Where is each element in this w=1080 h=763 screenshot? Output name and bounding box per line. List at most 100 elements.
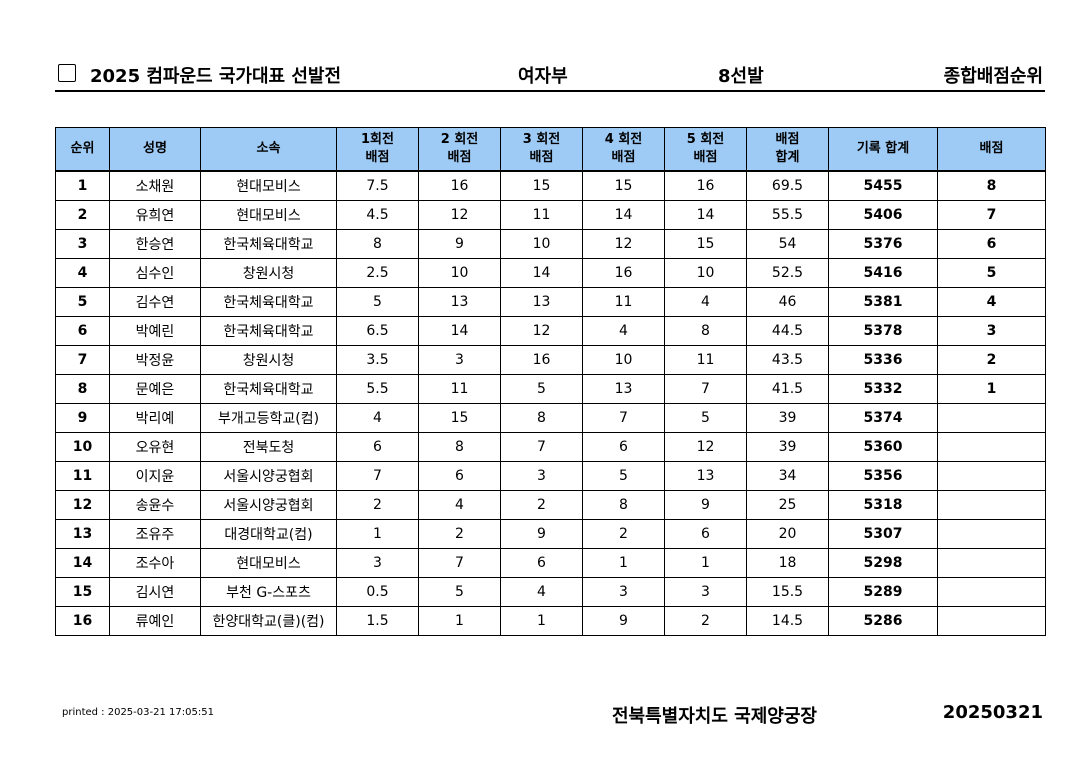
table-cell: 5318 xyxy=(828,490,938,520)
table-cell: 창원시청 xyxy=(200,345,337,375)
header-text: 1회전 xyxy=(361,132,394,147)
table-cell: 현대모비스 xyxy=(200,170,337,201)
table-cell: 16 xyxy=(418,170,501,201)
table-cell xyxy=(937,548,1046,578)
table-cell: 2 xyxy=(418,519,501,549)
table-cell: 4 xyxy=(336,403,419,433)
table-cell: 69.5 xyxy=(746,170,829,201)
table-cell: 10 xyxy=(418,258,501,288)
table-cell: 16 xyxy=(500,345,583,375)
column-header: 소속 xyxy=(200,127,337,172)
table-cell: 7.5 xyxy=(336,170,419,201)
table-cell: 류예인 xyxy=(109,606,201,636)
table-cell: 39 xyxy=(746,403,829,433)
table-row: 6 박예린 한국체육대학교 6.5 14 12 4 8 44.5 5378 3 xyxy=(55,316,1046,346)
table-row: 16 류예인 한양대학교(클)(컴) 1.5 1 1 9 2 14.5 5286 xyxy=(55,606,1046,636)
header-row: 순위 성명 소속 1회전 배점 2 회전 배점 3 회전 배점 4 회전 배점 5 회전 배점 배점 합계 기… xyxy=(55,127,1046,172)
table-cell: 소채원 xyxy=(109,170,201,201)
header-text: 3 회전 xyxy=(522,132,561,147)
header-text: 배점 xyxy=(775,132,800,147)
column-header: 순위 xyxy=(55,127,110,172)
table-cell: 김수연 xyxy=(109,287,201,317)
column-header: 기록 합계 xyxy=(828,127,938,172)
table-row: 2 유희연 현대모비스 4.5 12 11 14 14 55.5 5406 7 xyxy=(55,200,1046,230)
table-cell: 54 xyxy=(746,229,829,259)
table-cell: 김시연 xyxy=(109,577,201,607)
header-text: 배점 xyxy=(979,141,1004,156)
table-cell: 7 xyxy=(500,432,583,462)
table-cell: 문예은 xyxy=(109,374,201,404)
table-row: 15 김시연 부천 G-스포츠 0.5 5 4 3 3 15.5 5289 xyxy=(55,577,1046,607)
table-cell: 2 xyxy=(664,606,747,636)
table-cell: 6 xyxy=(582,432,665,462)
table-cell: 5416 xyxy=(828,258,938,288)
table-cell: 5 xyxy=(937,258,1046,288)
table-cell: 5406 xyxy=(828,200,938,230)
ranking-table: 순위 성명 소속 1회전 배점 2 회전 배점 3 회전 배점 4 회전 배점 5 회전 배점 배점 합계 기… xyxy=(55,127,1046,636)
table-cell: 현대모비스 xyxy=(200,548,337,578)
table-cell: 13 xyxy=(664,461,747,491)
table-cell xyxy=(937,519,1046,549)
table-cell: 52.5 xyxy=(746,258,829,288)
table-cell: 한양대학교(클)(컴) xyxy=(200,606,337,636)
table-cell: 1 xyxy=(336,519,419,549)
header-text: 기록 합계 xyxy=(856,141,910,156)
table-cell: 3 xyxy=(418,345,501,375)
table-cell: 8 xyxy=(55,374,110,404)
table-cell: 15 xyxy=(664,229,747,259)
table-cell: 창원시청 xyxy=(200,258,337,288)
table-cell: 8 xyxy=(418,432,501,462)
table-cell: 5360 xyxy=(828,432,938,462)
table-cell: 5298 xyxy=(828,548,938,578)
table-cell: 5356 xyxy=(828,461,938,491)
table-row: 12 송윤수 서울시양궁협회 2 4 2 8 9 25 5318 xyxy=(55,490,1046,520)
table-cell: 4 xyxy=(664,287,747,317)
table-cell: 박정윤 xyxy=(109,345,201,375)
table-cell: 박리예 xyxy=(109,403,201,433)
table-row: 9 박리예 부개고등학교(컴) 4 15 8 7 5 39 5374 xyxy=(55,403,1046,433)
table-cell: 4 xyxy=(582,316,665,346)
table-cell: 5332 xyxy=(828,374,938,404)
column-header: 성명 xyxy=(109,127,201,172)
table-cell: 4.5 xyxy=(336,200,419,230)
table-cell: 대경대학교(컴) xyxy=(200,519,337,549)
table-cell: 5289 xyxy=(828,577,938,607)
division: 여자부 xyxy=(518,66,568,87)
table-cell: 6 xyxy=(418,461,501,491)
table-cell: 8 xyxy=(664,316,747,346)
table-cell: 34 xyxy=(746,461,829,491)
header-text: 배점 xyxy=(529,150,554,165)
table-cell: 20 xyxy=(746,519,829,549)
table-cell: 현대모비스 xyxy=(200,200,337,230)
table-row: 1 소채원 현대모비스 7.5 16 15 15 16 69.5 5455 8 xyxy=(55,170,1046,201)
table-cell: 10 xyxy=(55,432,110,462)
table-cell: 2 xyxy=(582,519,665,549)
table-cell: 부개고등학교(컴) xyxy=(200,403,337,433)
table-cell: 11 xyxy=(664,345,747,375)
table-cell: 5374 xyxy=(828,403,938,433)
table-cell: 11 xyxy=(500,200,583,230)
table-cell: 송윤수 xyxy=(109,490,201,520)
printed-time: printed : 2025-03-21 17:05:51 xyxy=(62,707,214,718)
table-cell: 15 xyxy=(500,170,583,201)
table-cell: 4 xyxy=(418,490,501,520)
table-cell: 7 xyxy=(664,374,747,404)
table-cell: 서울시양궁협회 xyxy=(200,490,337,520)
table-cell: 3.5 xyxy=(336,345,419,375)
table-cell: 14 xyxy=(664,200,747,230)
table-cell: 5286 xyxy=(828,606,938,636)
column-header: 2 회전 배점 xyxy=(418,127,501,172)
table-cell: 3 xyxy=(664,577,747,607)
table-cell: 16 xyxy=(55,606,110,636)
table-cell: 7 xyxy=(55,345,110,375)
table-cell: 5 xyxy=(55,287,110,317)
table-cell: 5.5 xyxy=(336,374,419,404)
table-cell: 12 xyxy=(418,200,501,230)
table-cell: 3 xyxy=(55,229,110,259)
header-text: 성명 xyxy=(143,141,167,156)
title: 2025 컴파운드 국가대표 선발전 xyxy=(90,66,342,87)
table-cell: 부천 G-스포츠 xyxy=(200,577,337,607)
column-header: 5 회전 배점 xyxy=(664,127,747,172)
table-cell: 1 xyxy=(55,170,110,201)
